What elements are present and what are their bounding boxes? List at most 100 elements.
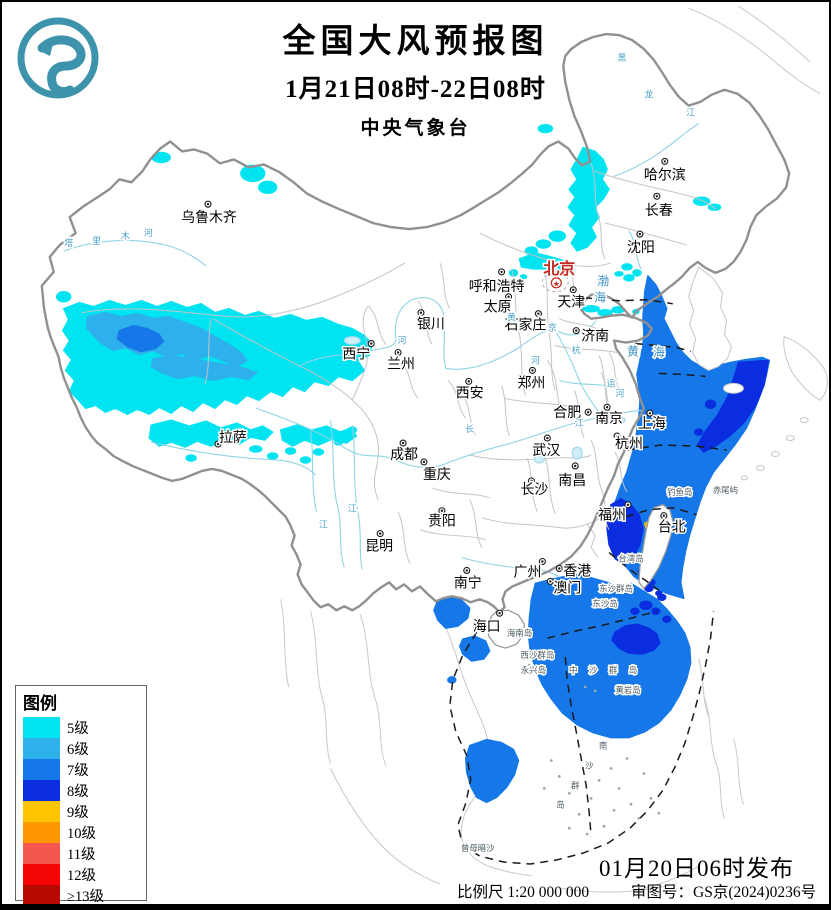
legend-item: 11级: [23, 843, 146, 864]
city-marker: [660, 512, 668, 520]
logo-dragon-swirl: [37, 35, 86, 97]
city-label: 南宁: [454, 574, 482, 591]
legend-swatch: [23, 717, 60, 738]
rivers: [63, 123, 699, 578]
city-label: 长春: [645, 203, 673, 219]
label-layer: 渤海黄 海塔里木河黄河河长江黑龙江京杭运河江江钓鱼岛 赤尾屿台湾岛东沙群岛东沙岛海南…: [63, 51, 740, 854]
korea-outline: [688, 266, 733, 371]
legend-swatch: [23, 864, 60, 885]
city-label: 贵阳: [428, 514, 456, 530]
island-label: 西沙群岛: [521, 650, 555, 660]
river-label: 运: [607, 378, 616, 388]
city-label: 哈尔滨: [644, 167, 686, 183]
city-label: 成都: [390, 447, 418, 463]
river-label: 京: [548, 322, 557, 333]
capital-label: 北京: [543, 259, 575, 278]
city-label: 澳门: [553, 580, 581, 596]
legend-box: 图例 5级 6级 7级 8级 9级 10级 11级 12级 ≥13级: [15, 685, 147, 906]
release-time: 01月20日06时发布: [599, 856, 794, 881]
city-label: 银川: [417, 317, 445, 333]
city-marker: [546, 577, 554, 585]
city-label: 西安: [456, 385, 484, 401]
city-marker: [572, 327, 580, 335]
legend-item: 9级: [23, 801, 146, 822]
china-national-border: [40, 32, 791, 614]
island-label: 黄岩岛: [615, 685, 640, 695]
legend-swatch: [23, 843, 60, 864]
river-label: 黄: [507, 312, 516, 323]
island-label: 群: [571, 780, 580, 790]
city-label: 昆明: [365, 540, 393, 555]
korea-japan-outlines: [688, 266, 828, 481]
city-marker: [653, 192, 661, 200]
legend-item: 5级: [23, 717, 146, 738]
legend-label: 7级: [67, 763, 89, 779]
legend-label: 5级: [67, 721, 89, 737]
city-marker: [376, 530, 384, 538]
river-label: 黑: [618, 53, 627, 63]
island-label: 中: [569, 665, 577, 675]
sea-label: 海: [594, 290, 606, 305]
logo-dragon-head: [38, 40, 54, 56]
city-label: 呼和浩特: [469, 279, 525, 295]
city-marker: [661, 157, 669, 165]
city-label: 西宁: [342, 345, 370, 362]
wind-area-level8-eastsea: [696, 359, 770, 453]
kyushu-outline: [783, 335, 828, 401]
island-label: 沙: [585, 760, 594, 770]
city-marker: [584, 408, 592, 416]
legend-swatch: [23, 885, 60, 906]
island-label: 东沙岛: [592, 598, 617, 608]
river-label: 河: [144, 227, 153, 238]
city-label: 重庆: [423, 467, 451, 483]
river-label: 江: [348, 504, 357, 514]
island-label: 南: [599, 741, 607, 751]
city-marker: [498, 268, 506, 276]
island-label: 曾母暗沙: [461, 843, 495, 853]
city-marker: [367, 340, 375, 348]
legend-label: ≥13级: [67, 889, 104, 905]
hainan-island: [486, 609, 526, 649]
wind-area-level8-southsea: [611, 623, 661, 655]
legend-title: 图例: [23, 694, 57, 713]
river-label: 里: [92, 236, 101, 246]
map-scale: 比例尺 1:20 000 000: [457, 884, 590, 901]
city-marker: [417, 309, 425, 317]
city-marker: [613, 432, 621, 440]
island-label: 台湾岛: [618, 553, 643, 563]
city-label: 武汉: [532, 443, 560, 459]
legend-label: 8级: [67, 784, 89, 800]
city-label: 南京: [595, 411, 623, 427]
city-marker: [636, 230, 644, 238]
sea-label: 海: [653, 344, 665, 359]
city-marker: [527, 477, 535, 485]
city-label: 广州: [514, 564, 542, 580]
island-label: 东沙群岛: [599, 583, 633, 593]
jeju-island: [723, 382, 744, 394]
legend-item: 6级: [23, 738, 146, 759]
river-label: 杭: [572, 344, 581, 355]
city-marker: [571, 462, 579, 470]
legend-item: 8级: [23, 780, 146, 801]
city-label: 上海: [638, 416, 666, 432]
city-marker: [214, 440, 222, 448]
city-marker: [646, 409, 654, 417]
river-label: 河: [398, 335, 407, 346]
island-label: 沙: [589, 665, 598, 675]
legend-label: 12级: [67, 868, 96, 884]
island-label: 永兴岛: [521, 665, 546, 675]
city-marker: [420, 458, 428, 466]
city-marker: [555, 564, 563, 572]
river-label: 木: [121, 230, 130, 241]
river-label: 河: [616, 387, 625, 398]
city-label: 济南: [581, 329, 609, 345]
city-label: 拉萨: [219, 430, 247, 446]
island-label: 岛: [556, 799, 564, 809]
wind-area-level5-neimenggu: [567, 146, 610, 252]
legend-label: 10级: [67, 826, 96, 842]
legend-label: 11级: [67, 847, 96, 863]
scatter-islets: [522, 657, 661, 836]
city-marker: [399, 439, 407, 447]
